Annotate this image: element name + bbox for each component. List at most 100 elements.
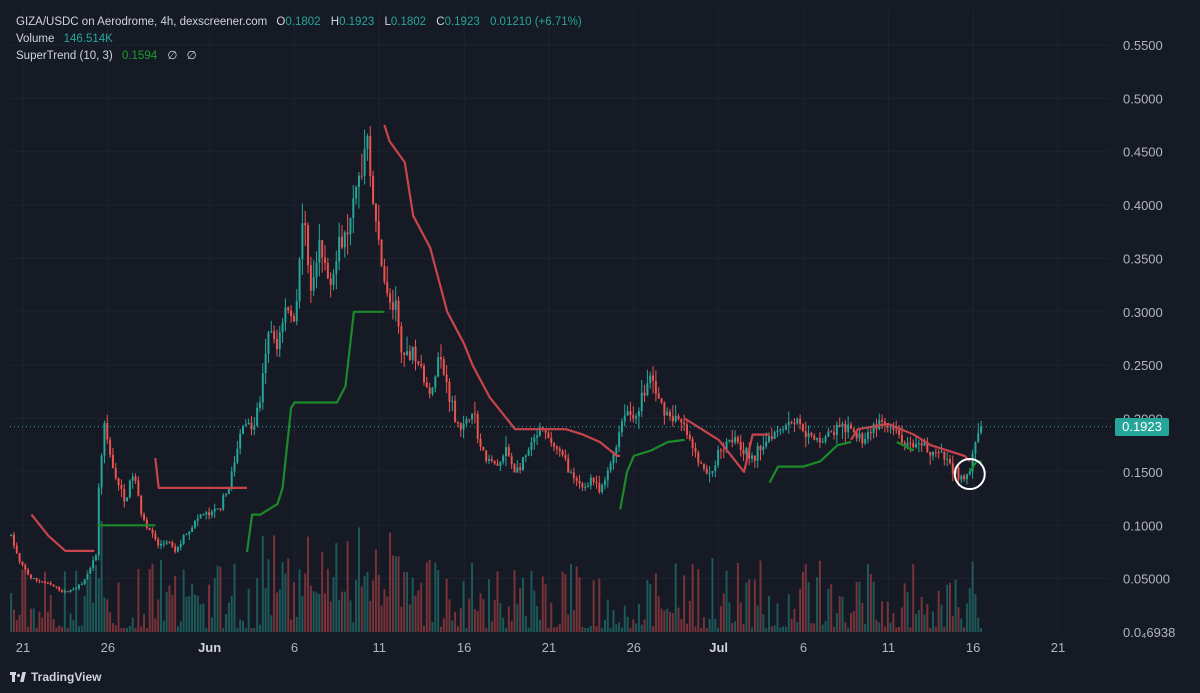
candle-body <box>547 432 550 438</box>
candle-body <box>587 485 589 487</box>
candle-body <box>683 422 686 425</box>
candle-body <box>900 434 903 443</box>
candle <box>417 360 420 367</box>
volume-bar <box>929 627 932 632</box>
candle <box>89 566 92 575</box>
candle <box>762 436 765 455</box>
volume-bar <box>148 569 151 632</box>
volume-bar <box>745 582 748 632</box>
supertrend-line <box>768 440 852 484</box>
volume-bar <box>321 551 324 632</box>
candle-body <box>55 586 58 588</box>
volume-bar <box>963 627 966 632</box>
volume-bar <box>714 619 717 632</box>
candle-body <box>858 433 861 439</box>
volume-bar <box>898 626 901 632</box>
candle <box>827 427 830 437</box>
candle <box>615 444 618 464</box>
volume-bar <box>886 601 889 632</box>
last-price-badge: 0.1923 <box>1115 417 1169 436</box>
candle <box>980 420 983 435</box>
volume-bar <box>917 610 920 632</box>
volume-bar <box>471 562 474 632</box>
candle-body <box>971 453 974 472</box>
candle <box>298 256 301 309</box>
candle <box>244 419 247 427</box>
candle-body <box>160 543 162 546</box>
volume-bar <box>601 627 604 632</box>
volume-bar <box>731 622 734 632</box>
candle <box>963 473 966 482</box>
volume-bar <box>734 621 737 632</box>
candle-body <box>326 262 329 279</box>
candle-body <box>256 407 259 426</box>
candle <box>27 567 30 576</box>
candle <box>793 418 796 432</box>
candle-body <box>292 316 295 322</box>
volume-bar <box>895 627 898 632</box>
volume-bar <box>861 602 864 632</box>
candle-body <box>242 425 244 434</box>
price-axis-label: 0.4000 <box>1123 198 1163 213</box>
candle-body <box>606 470 609 481</box>
candle <box>476 410 479 444</box>
volume-bar <box>473 608 476 632</box>
candle-body <box>128 480 131 498</box>
candle-body <box>174 546 177 552</box>
volume-bar <box>801 571 804 632</box>
time-axis-label: 21 <box>542 640 556 655</box>
volume-bar <box>205 627 208 632</box>
candle <box>482 446 485 451</box>
candle-body <box>162 543 165 545</box>
volume-bar <box>654 573 657 632</box>
volume-bar <box>632 619 635 632</box>
candle <box>872 422 875 439</box>
volume-bar <box>400 606 403 632</box>
volume-bar <box>923 614 926 632</box>
volume-bar <box>89 574 92 632</box>
candle-body <box>417 361 420 364</box>
candle-body <box>400 326 403 353</box>
volume-bar <box>386 596 389 632</box>
volume-bar <box>406 572 409 632</box>
chart-legend: GIZA/USDC on Aerodrome, 4h, dexscreener.… <box>16 14 589 65</box>
candle-body <box>623 415 626 422</box>
volume-bar <box>748 579 751 632</box>
candle <box>162 539 165 548</box>
volume-bar <box>646 580 649 632</box>
candle-body <box>660 398 663 403</box>
volume-bar <box>479 593 482 632</box>
tradingview-brand[interactable]: TradingView <box>10 670 101 684</box>
candle <box>561 449 564 457</box>
candle-body <box>934 451 937 453</box>
volume-bar <box>100 520 103 632</box>
volume-bar <box>711 558 714 632</box>
candle-body <box>366 136 369 150</box>
price-axis-label: 0.0₄6938 <box>1123 625 1175 640</box>
candle <box>714 460 717 478</box>
candle <box>575 475 578 487</box>
volume-bar <box>94 565 97 632</box>
candle <box>536 428 539 445</box>
candle <box>609 460 612 473</box>
candle <box>321 239 324 273</box>
candle-body <box>196 518 199 521</box>
candle-body <box>117 478 120 486</box>
candle-body <box>818 438 821 443</box>
candle <box>697 450 700 467</box>
volume-bar <box>63 571 66 632</box>
candle-body <box>97 487 100 556</box>
candle <box>434 375 437 393</box>
candle-body <box>437 357 440 377</box>
candle-body <box>615 447 618 455</box>
candle-body <box>977 432 980 443</box>
candle <box>247 418 250 425</box>
legend-volume-row: Volume 146.514K <box>16 31 589 48</box>
candle-body <box>654 380 657 394</box>
candle-body <box>120 485 123 489</box>
candle <box>626 405 629 416</box>
volume-bar <box>787 594 790 632</box>
candle <box>521 456 524 472</box>
